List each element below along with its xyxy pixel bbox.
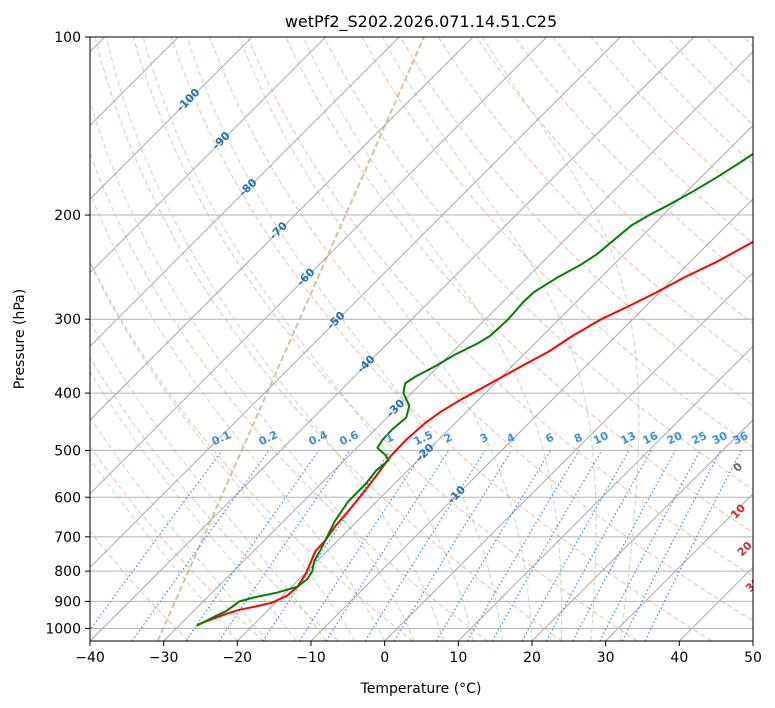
x-tick-label: 40	[670, 650, 688, 666]
moist-adiabat	[481, 37, 640, 641]
dry-adiabat	[170, 37, 712, 641]
isotherm	[90, 37, 253, 200]
moist-adiabats	[90, 37, 640, 641]
y-tick-label: 100	[54, 30, 81, 46]
y-tick-label: 700	[54, 530, 81, 546]
dry-adiabat	[90, 530, 190, 641]
x-tick-label: 30	[597, 650, 615, 666]
isotherm	[90, 37, 327, 274]
moist-adiabat	[90, 261, 356, 641]
x-axis-label: Temperature (°C)	[360, 681, 482, 697]
moist-adiabat	[302, 37, 563, 641]
mixing-ratio-label: 16	[641, 429, 661, 447]
dry-adiabat	[90, 356, 339, 641]
y-tick-label: 900	[54, 594, 81, 610]
moist-adiabat	[382, 37, 597, 641]
dry-adiabat	[323, 37, 753, 491]
mixing-ratio-label: 36	[731, 429, 751, 447]
isotherms	[90, 37, 753, 641]
isotherm	[90, 37, 400, 348]
profiles	[196, 152, 753, 627]
dry-adiabat	[94, 37, 563, 641]
y-tick-label: 300	[54, 312, 81, 328]
plot-frame	[89, 36, 754, 642]
isotherm	[90, 37, 474, 421]
y-axis: 100 200 300 400 500 600 700 800 900 1000	[45, 30, 90, 637]
y-tick-label: 500	[54, 443, 81, 459]
mixing-ratio-line	[325, 450, 450, 641]
x-tick-label: 20	[523, 650, 541, 666]
dry-adiabat	[399, 37, 753, 407]
moist-adiabat	[186, 37, 504, 641]
dry-adiabat	[90, 445, 264, 641]
isobars	[90, 37, 753, 629]
isotherm	[236, 124, 753, 641]
plot-area: -100-90-80-70-60-50-40-30-20-100.1 0.2 0.4…	[90, 37, 769, 641]
mixing-ratio-line	[298, 450, 425, 641]
mixing-ratio-line	[262, 450, 391, 641]
moist-adiabat	[90, 191, 386, 641]
x-tick-label: −30	[149, 650, 179, 666]
isotherm	[605, 492, 753, 641]
mixing-ratio-label: 13	[619, 429, 638, 447]
dry-adiabat	[438, 37, 753, 365]
mixing-ratio-line	[644, 450, 743, 641]
mixing-ratio-label: 10	[591, 429, 611, 447]
dry-adiabat	[247, 37, 753, 577]
moist-adiabat	[142, 37, 474, 641]
moist-adiabat	[105, 37, 445, 641]
x-axis: −40 −30 −20 −10 0 10 20 30 40 50	[75, 641, 762, 666]
mixing-ratio-label: 25	[690, 429, 709, 447]
dry-adiabat	[90, 152, 488, 641]
isotherm	[384, 271, 753, 641]
x-tick-label: 10	[449, 650, 467, 666]
isotherm	[90, 37, 621, 569]
isotherm	[90, 37, 695, 641]
dry-adiabat-label: 40	[749, 613, 769, 633]
y-tick-label: 1000	[45, 621, 81, 637]
mixing-ratio-label: 20	[665, 429, 685, 447]
mixing-ratio-lines	[90, 450, 743, 641]
isotherm	[457, 345, 753, 641]
dewpoint-profile	[196, 152, 753, 627]
mixing-ratio-line	[218, 450, 351, 641]
y-tick-label: 400	[54, 386, 81, 402]
mixing-ratio-line	[521, 450, 630, 641]
moist-adiabat	[90, 458, 238, 641]
mixing-ratio-line	[545, 450, 652, 641]
mixing-ratio-line	[572, 450, 677, 641]
x-tick-label: −40	[75, 650, 105, 666]
dry-adiabat	[514, 37, 753, 284]
x-tick-label: 50	[744, 650, 762, 666]
reference-curve	[156, 37, 425, 641]
x-tick-label: 0	[380, 650, 389, 666]
moist-adiabat	[90, 416, 268, 641]
mixing-ratio-line	[621, 450, 722, 641]
x-tick-label: −20	[223, 650, 253, 666]
moist-adiabat	[238, 37, 533, 641]
dry-adiabat	[132, 37, 638, 641]
x-tick-label: −10	[296, 650, 326, 666]
mixing-ratio-line	[393, 450, 513, 641]
y-tick-label: 200	[54, 208, 81, 224]
y-tick-label: 600	[54, 490, 81, 506]
mixing-ratio-line	[185, 450, 320, 641]
mixing-ratio-label: 30	[710, 429, 730, 447]
temperature-profile	[197, 240, 753, 626]
isotherm	[531, 419, 753, 641]
y-axis-label: Pressure (hPa)	[12, 289, 28, 389]
isotherm	[163, 50, 753, 641]
mixing-ratio-line	[90, 450, 223, 631]
chart-title: wetPf2_S202.2026.071.14.51.C25	[285, 12, 557, 32]
isotherm	[90, 37, 548, 495]
isotherm	[310, 198, 753, 641]
y-tick-label: 800	[54, 564, 81, 580]
dry-adiabat	[209, 37, 753, 622]
mixing-ratio-line	[131, 450, 270, 641]
moist-adiabat	[90, 320, 327, 641]
dry-adiabat-label: 30	[743, 575, 763, 595]
